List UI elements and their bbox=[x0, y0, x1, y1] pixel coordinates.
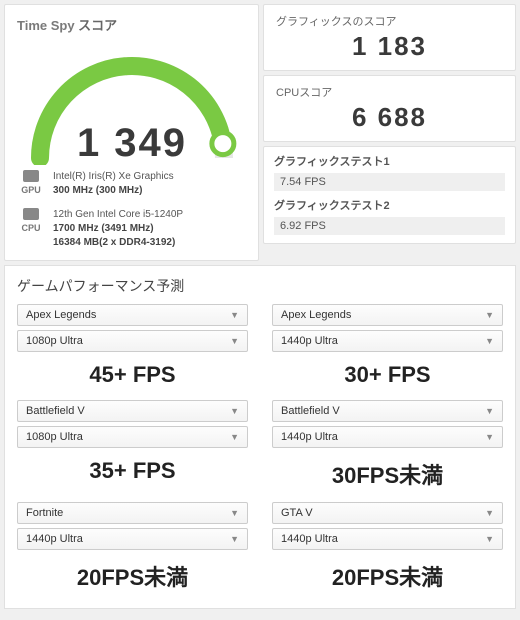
preset-dropdown[interactable]: 1080p Ultra▼ bbox=[17, 426, 248, 448]
game-dropdown[interactable]: Apex Legends▼ bbox=[272, 304, 503, 326]
main-title: Time Spy スコア bbox=[17, 15, 246, 34]
preset-dropdown[interactable]: 1440p Ultra▼ bbox=[17, 528, 248, 550]
game-dropdown[interactable]: Battlefield V▼ bbox=[272, 400, 503, 422]
test2-value: 6.92 FPS bbox=[274, 217, 505, 235]
cpu-name: 12th Gen Intel Core i5-1240P bbox=[53, 208, 183, 222]
cpu-spec2: 16384 MB(2 x DDR4-3192) bbox=[53, 236, 183, 250]
perf-item: Fortnite▼ 1440p Ultra▼ 20FPS未満 bbox=[17, 502, 248, 602]
test2-label: グラフィックステスト2 bbox=[274, 197, 505, 213]
fps-value: 20FPS未満 bbox=[17, 554, 248, 602]
score-gauge: 1 349 bbox=[17, 40, 247, 160]
game-performance-card: ゲームパフォーマンス予測 Apex Legends▼ 1080p Ultra▼ 45… bbox=[4, 265, 516, 609]
game-dropdown[interactable]: Battlefield V▼ bbox=[17, 400, 248, 422]
perf-item: Apex Legends▼ 1080p Ultra▼ 45+ FPS bbox=[17, 304, 248, 398]
chevron-down-icon: ▼ bbox=[230, 534, 239, 544]
perf-item: Battlefield V▼ 1080p Ultra▼ 35+ FPS bbox=[17, 400, 248, 500]
fps-value: 20FPS未満 bbox=[272, 554, 503, 602]
chevron-down-icon: ▼ bbox=[230, 336, 239, 346]
game-dropdown[interactable]: GTA V▼ bbox=[272, 502, 503, 524]
cpu-score-value: 6 688 bbox=[276, 102, 503, 133]
cpu-score-card: CPUスコア 6 688 bbox=[263, 75, 516, 142]
cpu-icon: CPU bbox=[17, 208, 45, 235]
graphics-score-value: 1 183 bbox=[276, 31, 503, 62]
chevron-down-icon: ▼ bbox=[485, 534, 494, 544]
gpu-icon: GPU bbox=[17, 170, 45, 197]
test1-label: グラフィックステスト1 bbox=[274, 153, 505, 169]
perf-item: Battlefield V▼ 1440p Ultra▼ 30FPS未満 bbox=[272, 400, 503, 500]
chevron-down-icon: ▼ bbox=[230, 406, 239, 416]
preset-dropdown[interactable]: 1440p Ultra▼ bbox=[272, 330, 503, 352]
graphics-score-card: グラフィックスのスコア 1 183 bbox=[263, 4, 516, 71]
game-dropdown[interactable]: Fortnite▼ bbox=[17, 502, 248, 524]
chevron-down-icon: ▼ bbox=[485, 336, 494, 346]
game-dropdown[interactable]: Apex Legends▼ bbox=[17, 304, 248, 326]
benchmark-name: Time Spy bbox=[17, 18, 75, 33]
gpu-spec: 300 MHz (300 MHz) bbox=[53, 184, 174, 198]
fps-value: 45+ FPS bbox=[17, 356, 248, 398]
perf-item: Apex Legends▼ 1440p Ultra▼ 30+ FPS bbox=[272, 304, 503, 398]
gpu-info-row: GPU Intel(R) Iris(R) Xe Graphics 300 MHz… bbox=[17, 170, 246, 198]
gpu-name: Intel(R) Iris(R) Xe Graphics bbox=[53, 170, 174, 184]
cpu-score-label: CPUスコア bbox=[276, 84, 503, 100]
chevron-down-icon: ▼ bbox=[485, 310, 494, 320]
preset-dropdown[interactable]: 1440p Ultra▼ bbox=[272, 426, 503, 448]
perf-title: ゲームパフォーマンス予測 bbox=[17, 276, 503, 296]
benchmark-suffix: スコア bbox=[75, 18, 118, 33]
tests-card: グラフィックステスト1 7.54 FPS グラフィックステスト2 6.92 FP… bbox=[263, 146, 516, 244]
chevron-down-icon: ▼ bbox=[485, 406, 494, 416]
perf-item: GTA V▼ 1440p Ultra▼ 20FPS未満 bbox=[272, 502, 503, 602]
chevron-down-icon: ▼ bbox=[485, 508, 494, 518]
main-score-card: Time Spy スコア 1 349 GPU Intel(R) Iris(R) … bbox=[4, 4, 259, 261]
fps-value: 35+ FPS bbox=[17, 452, 248, 494]
chevron-down-icon: ▼ bbox=[230, 310, 239, 320]
cpu-info-row: CPU 12th Gen Intel Core i5-1240P 1700 MH… bbox=[17, 208, 246, 250]
fps-value: 30FPS未満 bbox=[272, 452, 503, 500]
chevron-down-icon: ▼ bbox=[485, 432, 494, 442]
cpu-spec1: 1700 MHz (3491 MHz) bbox=[53, 222, 183, 236]
main-score-value: 1 349 bbox=[17, 121, 247, 166]
preset-dropdown[interactable]: 1080p Ultra▼ bbox=[17, 330, 248, 352]
graphics-score-label: グラフィックスのスコア bbox=[276, 13, 503, 29]
preset-dropdown[interactable]: 1440p Ultra▼ bbox=[272, 528, 503, 550]
test1-value: 7.54 FPS bbox=[274, 173, 505, 191]
chevron-down-icon: ▼ bbox=[230, 432, 239, 442]
fps-value: 30+ FPS bbox=[272, 356, 503, 398]
chevron-down-icon: ▼ bbox=[230, 508, 239, 518]
